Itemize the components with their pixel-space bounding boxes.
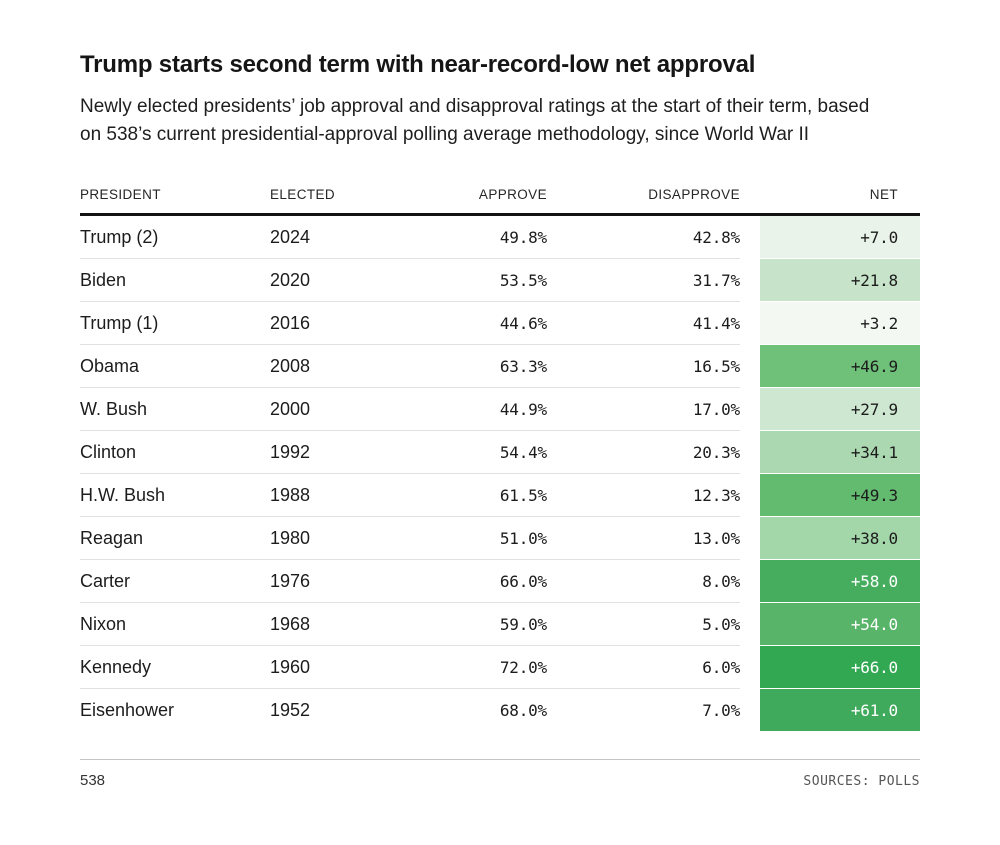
president-cell: Carter [80,560,270,603]
elected-cell: 1992 [270,431,400,474]
table-row: Clinton 1992 54.4% 20.3% +34.1 [80,431,920,474]
disapprove-cell: 8.0% [547,560,740,603]
col-header-president: PRESIDENT [80,187,270,216]
col-header-disapprove: DISAPPROVE [547,187,740,216]
elected-cell: 2016 [270,302,400,345]
approve-cell: 49.8% [400,216,547,259]
net-cell: +66.0 [740,646,920,689]
net-cell: +21.8 [740,259,920,302]
disapprove-cell: 31.7% [547,259,740,302]
net-cell: +54.0 [740,603,920,646]
disapprove-cell: 6.0% [547,646,740,689]
net-value-chip: +54.0 [760,603,920,645]
net-value-chip: +61.0 [760,689,920,731]
table-row: Trump (2) 2024 49.8% 42.8% +7.0 [80,216,920,259]
president-cell: W. Bush [80,388,270,431]
net-cell: +46.9 [740,345,920,388]
disapprove-cell: 7.0% [702,700,740,720]
president-cell: Nixon [80,603,270,646]
elected-cell: 2008 [270,345,400,388]
approve-cell: 72.0% [400,646,547,689]
president-cell: Trump (2) [80,216,270,259]
net-value-chip: +34.1 [760,431,920,473]
elected-cell: 1960 [270,646,400,689]
disapprove-cell: 17.0% [547,388,740,431]
net-value-chip: +7.0 [760,216,920,258]
net-cell: +3.2 [740,302,920,345]
table-row: Nixon 1968 59.0% 5.0% +54.0 [80,603,920,646]
president-cell: Reagan [80,517,270,560]
col-header-elected: ELECTED [270,187,400,216]
elected-cell: 2024 [270,216,400,259]
president-cell: Obama [80,345,270,388]
disapprove-cell: 13.0% [547,517,740,560]
approve-cell: 44.9% [400,388,547,431]
elected-cell: 2020 [270,259,400,302]
chart-title: Trump starts second term with near-recor… [80,51,756,78]
table-row: Reagan 1980 51.0% 13.0% +38.0 [80,517,920,560]
net-value-chip: +66.0 [760,646,920,688]
approve-cell: 51.0% [400,517,547,560]
footer: 538 SOURCES: POLLS [80,759,920,789]
disapprove-cell: 5.0% [547,603,740,646]
net-value-chip: +38.0 [760,517,920,559]
net-cell: +58.0 [740,560,920,603]
table-row: Carter 1976 66.0% 8.0% +58.0 [80,560,920,603]
net-value-chip: +27.9 [760,388,920,430]
approve-cell: 53.5% [400,259,547,302]
approve-cell: 63.3% [400,345,547,388]
sources-label: SOURCES: POLLS [803,774,920,789]
disapprove-cell: 42.8% [547,216,740,259]
table-row: H.W. Bush 1988 61.5% 12.3% +49.3 [80,474,920,517]
president-cell: Kennedy [80,646,270,689]
col-header-net: NET [740,187,920,216]
net-cell: +49.3 [740,474,920,517]
table-row: W. Bush 2000 44.9% 17.0% +27.9 [80,388,920,431]
elected-cell: 2000 [270,388,400,431]
approve-cell: 66.0% [400,560,547,603]
approve-cell: 61.5% [400,474,547,517]
president-cell: Eisenhower [80,699,175,720]
table-row: Eisenhower 1952 68.0% 7.0% +61.0 [80,689,920,732]
brand-538: 538 [80,772,106,789]
disapprove-cell: 41.4% [547,302,740,345]
elected-cell: 1968 [270,603,400,646]
approve-cell: 68.0% [499,700,547,720]
net-cell: +61.0 [740,689,920,732]
net-value-chip: +49.3 [760,474,920,516]
net-cell: +7.0 [740,216,920,259]
approval-table: PRESIDENT ELECTED APPROVE DISAPPROVE NET… [80,187,920,732]
net-cell: +38.0 [740,517,920,560]
president-cell: H.W. Bush [80,474,270,517]
chart-subtitle: Newly elected presidents’ job approval a… [80,96,870,145]
elected-cell: 1952 [270,699,311,720]
approve-cell: 54.4% [400,431,547,474]
table-row: Obama 2008 63.3% 16.5% +46.9 [80,345,920,388]
net-cell: +34.1 [740,431,920,474]
approve-cell: 44.6% [400,302,547,345]
net-value-chip: +46.9 [760,345,920,387]
table-header-row: PRESIDENT ELECTED APPROVE DISAPPROVE NET [80,187,920,216]
president-cell: Clinton [80,431,270,474]
table-row: Kennedy 1960 72.0% 6.0% +66.0 [80,646,920,689]
table-row: Biden 2020 53.5% 31.7% +21.8 [80,259,920,302]
elected-cell: 1980 [270,517,400,560]
table-row: Trump (1) 2016 44.6% 41.4% +3.2 [80,302,920,345]
table-body: Trump (2) 2024 49.8% 42.8% +7.0 Biden 2020 53.5… [80,216,920,732]
elected-cell: 1976 [270,560,400,603]
disapprove-cell: 20.3% [547,431,740,474]
president-cell: Trump (1) [80,302,270,345]
president-cell: Biden [80,259,270,302]
disapprove-cell: 16.5% [547,345,740,388]
col-header-approve: APPROVE [400,187,547,216]
elected-cell: 1988 [270,474,400,517]
approve-cell: 59.0% [400,603,547,646]
net-value-chip: +3.2 [760,302,920,344]
disapprove-cell: 12.3% [547,474,740,517]
net-value-chip: +58.0 [760,560,920,602]
net-cell: +27.9 [740,388,920,431]
net-value-chip: +21.8 [760,259,920,301]
